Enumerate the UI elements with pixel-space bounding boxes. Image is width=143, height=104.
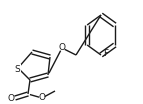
Text: S: S [14,64,20,74]
Text: O: O [58,43,65,53]
Text: O: O [8,94,15,103]
Text: O: O [38,93,45,103]
Text: F: F [103,50,108,58]
